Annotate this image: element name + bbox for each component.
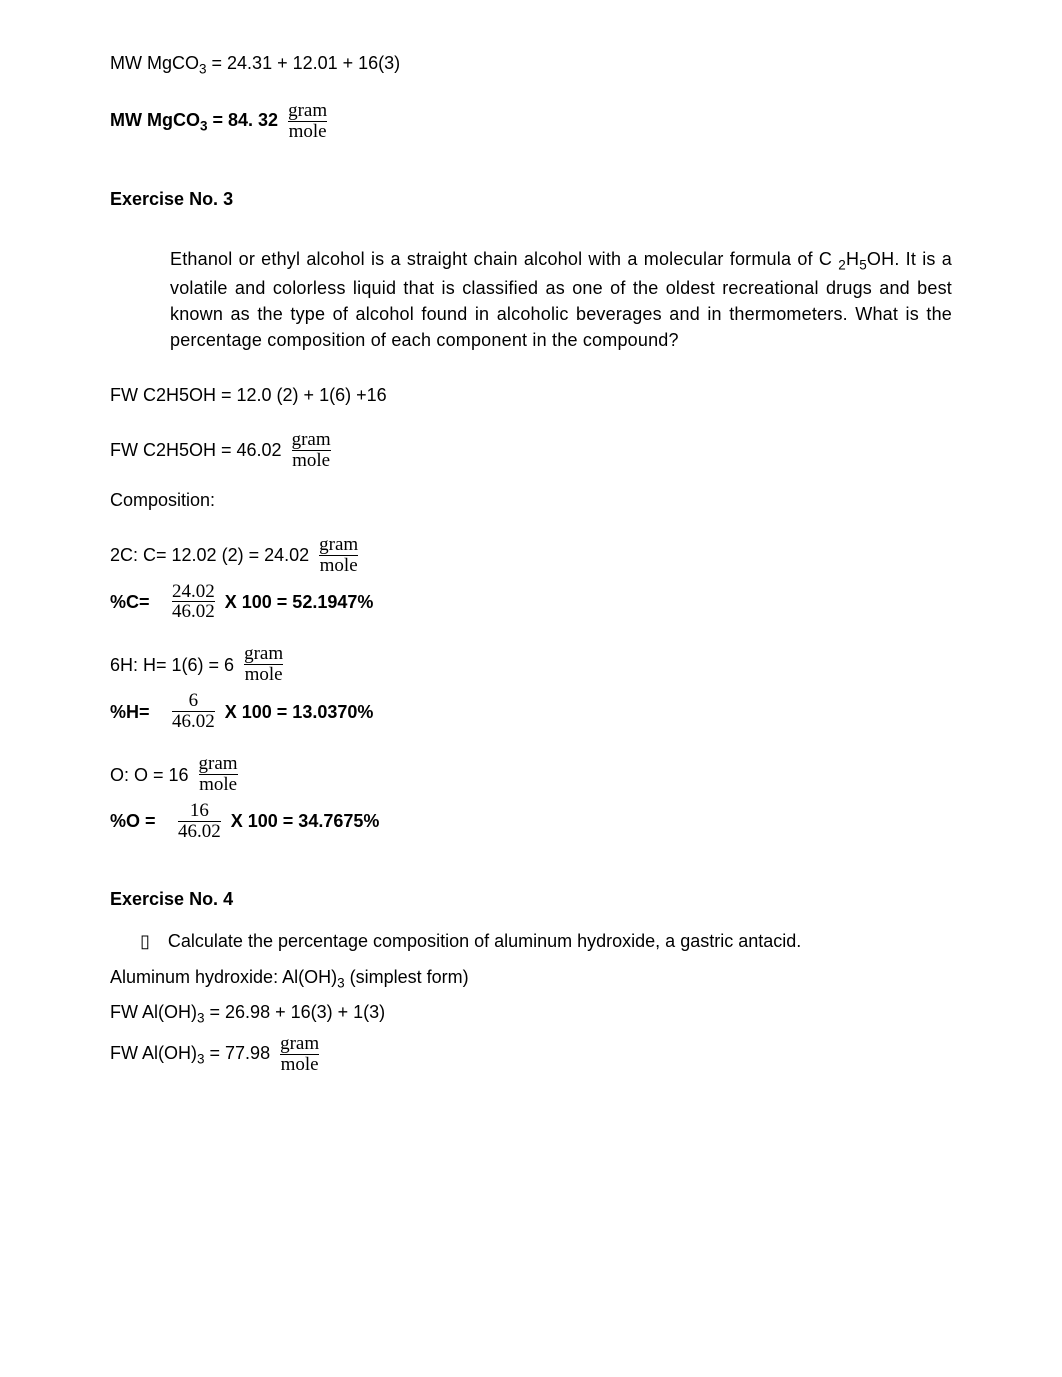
subscript: 3	[200, 119, 208, 134]
bullet-icon: ▯	[140, 928, 150, 954]
percent-h-fraction: 6 46.02	[170, 691, 217, 732]
numerator: 6	[172, 691, 215, 711]
aluminum-formula-line: Aluminum hydroxide: Al(OH)3 (simplest fo…	[110, 964, 952, 993]
subscript: 3	[337, 976, 345, 991]
numerator: gram	[244, 644, 283, 664]
text: FW C2H5OH = 46.02	[110, 437, 282, 463]
exercise-3-paragraph: Ethanol or ethyl alcohol is a straight c…	[170, 246, 952, 353]
denominator: mole	[292, 450, 331, 471]
text: 2C: C= 12.02 (2) = 24.02	[110, 542, 309, 568]
subscript: 3	[199, 62, 207, 77]
text: = 84. 32	[208, 110, 279, 130]
text: Ethanol or ethyl alcohol is a straight c…	[170, 249, 832, 269]
percent-h-line: %H= 6 46.02 X 100 = 13.0370%	[110, 691, 952, 732]
exercise-4-bullet: ▯ Calculate the percentage composition o…	[140, 928, 952, 954]
subscript: 3	[197, 1011, 205, 1026]
mgco3-expansion: MW MgCO3 = 24.31 + 12.01 + 16(3)	[110, 50, 952, 79]
numerator: 24.02	[172, 582, 215, 602]
denominator: 46.02	[172, 601, 215, 622]
subscript: 3	[197, 1052, 205, 1067]
text: FW Al(OH)	[110, 1043, 197, 1063]
subscript: 2	[838, 258, 846, 273]
unit-fraction: gram mole	[286, 101, 329, 142]
text: MW MgCO	[110, 53, 199, 73]
text: FW Al(OH)	[110, 1002, 197, 1022]
text: FW Al(OH)3 = 77.98	[110, 1040, 270, 1069]
numerator: gram	[199, 754, 238, 774]
percent-o-line: %O = 16 46.02 X 100 = 34.7675%	[110, 801, 952, 842]
denominator: mole	[280, 1054, 319, 1075]
percent-c-label: %C=	[110, 589, 162, 615]
subscript: 5	[859, 258, 867, 273]
exercise-4-heading: Exercise No. 4	[110, 886, 952, 912]
numerator: 16	[178, 801, 221, 821]
text: = 24.31 + 12.01 + 16(3)	[207, 53, 401, 73]
fw-c2h5oh-result: FW C2H5OH = 46.02 gram mole	[110, 430, 952, 471]
unit-fraction: gram mole	[197, 754, 240, 795]
unit-fraction: gram mole	[242, 644, 285, 685]
percent-c-fraction: 24.02 46.02	[170, 582, 217, 623]
unit-fraction: gram mole	[278, 1034, 321, 1075]
mgco3-result-line: MW MgCO3 = 84. 32 gram mole	[110, 101, 952, 142]
text: O: O = 16	[110, 762, 189, 788]
denominator: 46.02	[178, 821, 221, 842]
numerator: gram	[319, 535, 358, 555]
percent-o-fraction: 16 46.02	[176, 801, 223, 842]
text: H	[846, 249, 859, 269]
numerator: gram	[288, 101, 327, 121]
percent-h-label: %H=	[110, 699, 162, 725]
text: MW MgCO	[110, 110, 200, 130]
unit-fraction: gram mole	[317, 535, 360, 576]
denominator: 46.02	[172, 711, 215, 732]
percent-c-line: %C= 24.02 46.02 X 100 = 52.1947%	[110, 582, 952, 623]
bullet-text: Calculate the percentage composition of …	[168, 928, 801, 954]
text: Aluminum hydroxide: Al(OH)	[110, 967, 337, 987]
fw-c2h5oh-expansion: FW C2H5OH = 12.0 (2) + 1(6) +16	[110, 382, 952, 408]
hydrogen-mass-line: 6H: H= 1(6) = 6 gram mole	[110, 644, 952, 685]
composition-heading: Composition:	[110, 487, 952, 513]
numerator: gram	[292, 430, 331, 450]
numerator: gram	[280, 1034, 319, 1054]
mgco3-result: MW MgCO3 = 84. 32	[110, 107, 278, 136]
text: = 26.98 + 16(3) + 1(3)	[205, 1002, 386, 1022]
percent-o-result: X 100 = 34.7675%	[231, 808, 380, 834]
percent-h-result: X 100 = 13.0370%	[225, 699, 374, 725]
carbon-mass-line: 2C: C= 12.02 (2) = 24.02 gram mole	[110, 535, 952, 576]
oxygen-mass-line: O: O = 16 gram mole	[110, 754, 952, 795]
denominator: mole	[288, 121, 327, 142]
unit-fraction: gram mole	[290, 430, 333, 471]
percent-o-label: %O =	[110, 808, 168, 834]
text: = 77.98	[205, 1043, 271, 1063]
text: 6H: H= 1(6) = 6	[110, 652, 234, 678]
denominator: mole	[319, 555, 358, 576]
percent-c-result: X 100 = 52.1947%	[225, 589, 374, 615]
fw-aloh3-result: FW Al(OH)3 = 77.98 gram mole	[110, 1034, 952, 1075]
denominator: mole	[244, 664, 283, 685]
text: (simplest form)	[345, 967, 469, 987]
denominator: mole	[199, 774, 238, 795]
fw-aloh3-expansion: FW Al(OH)3 = 26.98 + 16(3) + 1(3)	[110, 999, 952, 1028]
exercise-3-heading: Exercise No. 3	[110, 186, 952, 212]
